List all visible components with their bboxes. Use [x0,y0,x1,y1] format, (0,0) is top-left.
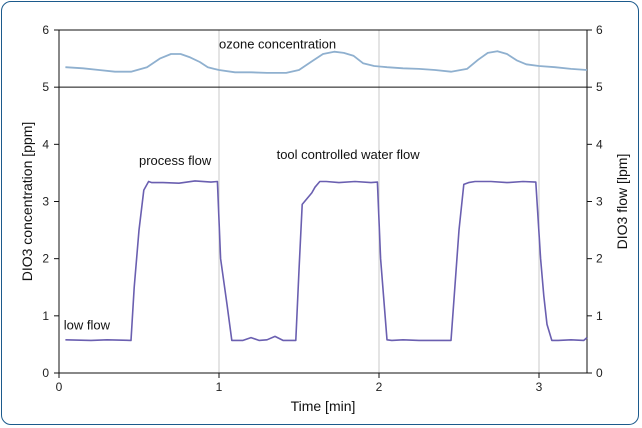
y-axis-right-title: DIO3 flow [lpm] [614,154,630,250]
series-layer [65,50,588,342]
y-right-tick-label: 2 [596,252,603,266]
y-left-tick-label: 4 [42,137,49,151]
x-tick-label: 2 [376,380,383,394]
plot-area [58,29,588,374]
x-tick-label: 1 [216,380,223,394]
annotation-tool-controlled-water-flow: tool controlled water flow [277,147,421,162]
y-left-tick-label: 3 [42,195,49,209]
y-right-tick-label: 0 [596,366,603,380]
annotation-process-flow: process flow [139,153,212,168]
x-tick-label: 3 [536,380,543,394]
y-right-tick-label: 5 [596,80,603,94]
x-axis: 0 1 2 3 [56,373,543,394]
y-left-tick-label: 6 [42,23,49,37]
x-axis-title: Time [min] [291,398,356,414]
series-ozone-concentration-line [65,50,588,74]
y-left-tick-label: 2 [42,252,49,266]
series-process-flow-line [65,180,588,342]
y-axis-left-title: DIO3 concentration [ppm] [19,122,35,282]
x-tick-label: 0 [56,380,63,394]
y-right-tick-label: 4 [596,137,603,151]
y-left-tick-label: 0 [42,366,49,380]
y-right-tick-label: 3 [596,195,603,209]
y-axis-right: 0 1 2 3 4 5 6 [587,23,603,380]
y-right-tick-label: 6 [596,23,603,37]
grid-lines [59,30,587,373]
y-left-tick-label: 1 [42,309,49,323]
annotation-low-flow: low flow [64,318,111,333]
y-left-tick-label: 5 [42,80,49,94]
annotation-ozone-concentration: ozone concentration [219,36,336,51]
y-axis-left: 0 1 2 3 4 5 6 [42,23,59,380]
y-right-tick-label: 1 [596,309,603,323]
